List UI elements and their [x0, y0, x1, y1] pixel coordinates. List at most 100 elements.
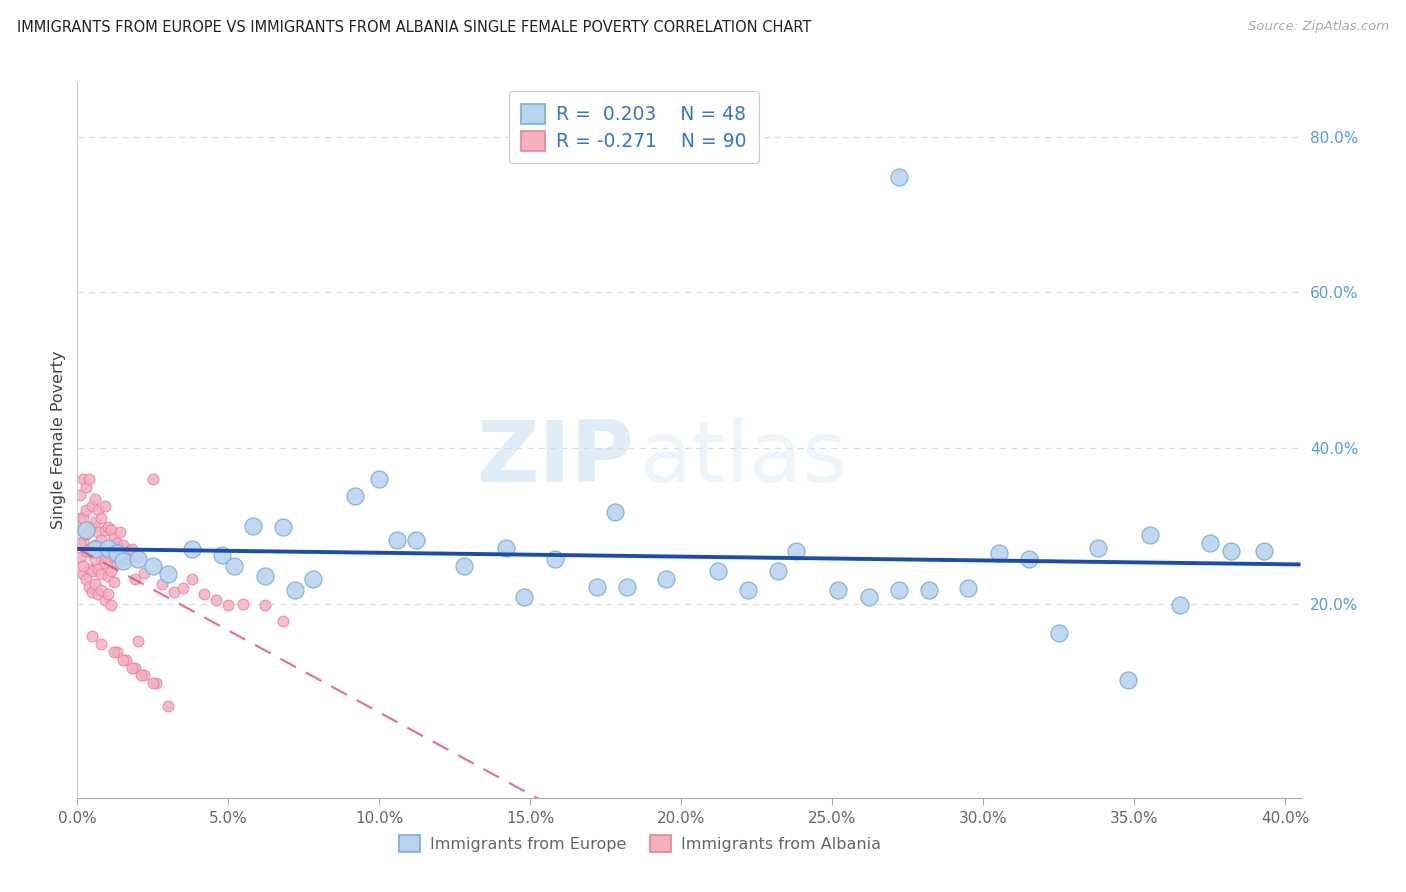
Point [105, 645, 128, 659]
Point [82, 585, 104, 599]
Point [284, 582, 307, 597]
Point [93, 500, 115, 514]
Point [132, 668, 155, 682]
Point [111, 653, 134, 667]
Point [1139, 528, 1161, 542]
Point [90, 554, 112, 568]
Point [1087, 541, 1109, 555]
Point [205, 592, 228, 607]
Point [87, 524, 110, 539]
Point [103, 549, 125, 564]
Point [987, 546, 1010, 560]
Point [84, 542, 107, 557]
Point [105, 546, 128, 560]
Point [90, 582, 112, 597]
Point [72, 511, 94, 525]
Point [344, 489, 367, 503]
Point [118, 543, 141, 558]
Point [887, 169, 910, 184]
Point [90, 511, 112, 525]
Point [156, 699, 179, 714]
Text: Source: ZipAtlas.com: Source: ZipAtlas.com [1249, 20, 1389, 33]
Point [84, 551, 107, 566]
Point [111, 538, 134, 552]
Point [121, 542, 143, 557]
Point [127, 634, 149, 648]
Point [513, 591, 536, 605]
Point [84, 491, 107, 506]
Point [96, 541, 118, 555]
Point [114, 551, 136, 566]
Point [84, 515, 107, 529]
Point [111, 554, 134, 568]
Point [232, 597, 254, 611]
Point [368, 472, 391, 486]
Point [1199, 536, 1222, 550]
Point [87, 546, 110, 560]
Point [887, 582, 910, 597]
Point [69, 549, 91, 564]
Point [127, 551, 149, 566]
Point [66, 523, 89, 537]
Point [82, 629, 104, 643]
Point [72, 567, 94, 582]
Point [224, 559, 246, 574]
Point [82, 546, 104, 560]
Point [1118, 673, 1140, 687]
Point [302, 572, 325, 586]
Point [543, 551, 565, 566]
Point [87, 503, 110, 517]
Point [79, 542, 101, 557]
Point [93, 556, 115, 570]
Point [858, 591, 880, 605]
Point [145, 676, 167, 690]
Point [75, 480, 97, 494]
Point [82, 500, 104, 514]
Point [105, 536, 128, 550]
Point [79, 523, 101, 537]
Point [193, 587, 215, 601]
Point [405, 533, 427, 547]
Point [1168, 599, 1191, 613]
Point [90, 637, 112, 651]
Point [84, 538, 107, 552]
Point [87, 562, 110, 576]
Point [271, 520, 294, 534]
Point [100, 564, 122, 578]
Point [105, 556, 128, 570]
Point [87, 587, 110, 601]
Point [387, 533, 409, 547]
Text: ZIP: ZIP [477, 417, 634, 500]
Point [96, 543, 118, 558]
Point [181, 542, 204, 557]
Point [96, 520, 118, 534]
Point [90, 567, 112, 582]
Legend: Immigrants from Europe, Immigrants from Albania: Immigrants from Europe, Immigrants from … [394, 829, 887, 858]
Point [163, 585, 186, 599]
Point [453, 559, 475, 574]
Point [75, 572, 97, 586]
Point [1047, 626, 1070, 640]
Point [96, 587, 118, 601]
Point [69, 488, 91, 502]
Point [217, 599, 239, 613]
Point [75, 523, 97, 537]
Point [127, 549, 149, 564]
Point [93, 592, 115, 607]
Point [100, 523, 122, 537]
Point [253, 599, 276, 613]
Point [103, 531, 125, 545]
Point [655, 572, 678, 586]
Point [142, 472, 165, 486]
Point [108, 524, 131, 539]
Point [79, 472, 101, 486]
Point [100, 543, 122, 558]
Point [1253, 543, 1275, 558]
Point [114, 653, 136, 667]
Point [124, 660, 146, 674]
Y-axis label: Single Female Poverty: Single Female Poverty [51, 351, 66, 530]
Point [737, 582, 759, 597]
Point [495, 541, 517, 555]
Point [82, 520, 104, 534]
Point [121, 660, 143, 674]
